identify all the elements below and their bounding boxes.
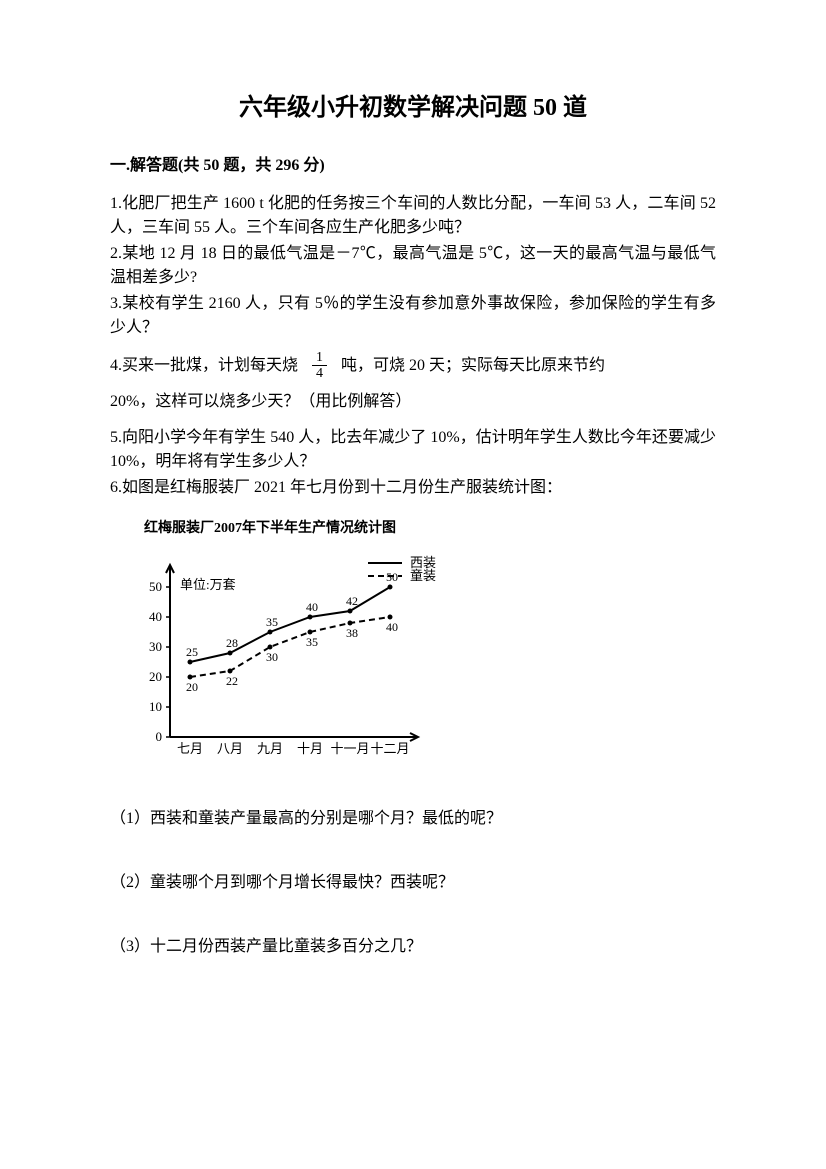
svg-text:25: 25	[186, 645, 198, 659]
question-5: 5.向阳小学今年有学生 540 人，比去年减少了 10%，估计明年学生人数比今年…	[110, 426, 716, 474]
question-4-part-b: 吨，可烧 20 天；实际每天比原来节约	[341, 354, 605, 378]
svg-text:八月: 八月	[217, 741, 243, 756]
svg-text:童装: 童装	[410, 568, 436, 583]
question-1: 1.化肥厂把生产 1600 t 化肥的任务按三个车间的人数比分配，一车间 53 …	[110, 192, 716, 240]
svg-text:28: 28	[226, 636, 238, 650]
question-3: 3.某校有学生 2160 人，只有 5％的学生没有参加意外事故保险，参加保险的学…	[110, 292, 716, 340]
chart-title: 红梅服装厂2007年下半年生产情况统计图	[144, 518, 716, 539]
svg-text:30: 30	[149, 639, 162, 654]
svg-text:单位:万套: 单位:万套	[180, 577, 236, 592]
svg-text:50: 50	[149, 579, 162, 594]
page-title: 六年级小升初数学解决问题 50 道	[110, 90, 716, 126]
question-4-part-a: 4.买来一批煤，计划每天烧	[110, 354, 298, 378]
chart-container: 红梅服装厂2007年下半年生产情况统计图 0 10 20 30 40 50 七月八月九月十月…	[130, 518, 716, 767]
svg-text:40: 40	[386, 620, 398, 634]
subquestion-1: （1）西装和童装产量最高的分别是哪个月？最低的呢？	[110, 807, 716, 831]
subquestion-2: （2）童装哪个月到哪个月增长得最快？西装呢？	[110, 871, 716, 895]
fraction-one-quarter: 1 4	[312, 350, 327, 382]
svg-text:22: 22	[226, 674, 238, 688]
fraction-denominator: 4	[312, 366, 327, 381]
question-6: 6.如图是红梅服装厂 2021 年七月份到十二月份生产服装统计图：	[110, 476, 716, 500]
question-2: 2.某地 12 月 18 日的最低气温是－7℃，最高气温是 5℃，这一天的最高气…	[110, 242, 716, 290]
svg-text:40: 40	[306, 600, 318, 614]
section-header: 一.解答题(共 50 题，共 296 分)	[110, 154, 716, 178]
svg-text:七月: 七月	[177, 741, 203, 756]
svg-text:35: 35	[266, 615, 278, 629]
line-chart: 01020304050七月八月九月十月十一月十二月单位:万套西装童装252835…	[130, 547, 470, 767]
svg-text:38: 38	[346, 626, 358, 640]
svg-text:十二月: 十二月	[370, 741, 409, 756]
svg-text:35: 35	[306, 635, 318, 649]
question-4: 4.买来一批煤，计划每天烧 1 4 吨，可烧 20 天；实际每天比原来节约	[110, 350, 716, 382]
svg-text:30: 30	[266, 650, 278, 664]
svg-text:20: 20	[186, 680, 198, 694]
svg-text:50: 50	[386, 570, 398, 584]
svg-text:九月: 九月	[257, 741, 283, 756]
svg-text:10: 10	[149, 699, 162, 714]
svg-text:十月: 十月	[297, 741, 323, 756]
svg-text:40: 40	[149, 609, 162, 624]
svg-text:42: 42	[346, 594, 358, 608]
fraction-numerator: 1	[312, 350, 327, 366]
question-4-continuation: 20%，这样可以烧多少天？（用比例解答）	[110, 390, 716, 414]
svg-text:20: 20	[149, 669, 162, 684]
subquestion-3: （3）十二月份西装产量比童装多百分之几？	[110, 935, 716, 959]
svg-text:十一月: 十一月	[330, 741, 369, 756]
svg-text:0: 0	[156, 729, 163, 744]
